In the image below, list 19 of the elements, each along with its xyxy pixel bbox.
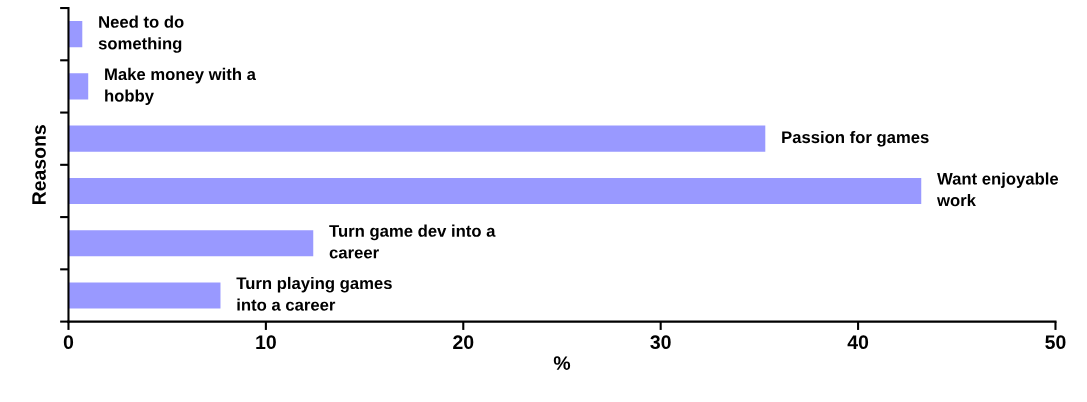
- x-tick-label: 40: [847, 335, 869, 350]
- x-tick-label: 10: [256, 335, 276, 350]
- bar: [68, 125, 766, 152]
- x-axis-title: %: [553, 356, 571, 370]
- y-tick-label: Passion for games: [782, 130, 929, 147]
- y-tick-label: Make money with a hobby: [105, 67, 257, 105]
- bar: [68, 230, 314, 257]
- x-tick-label: 30: [650, 335, 671, 350]
- x-tick-label: 50: [1045, 335, 1066, 350]
- x-tick-label: 0: [63, 335, 74, 350]
- bar: [68, 177, 922, 205]
- bar: [68, 73, 89, 100]
- y-tick-label: Want enjoyable work: [936, 172, 1059, 207]
- x-tick-label: 20: [453, 335, 474, 350]
- y-tick-label: Turn playing games into a career: [236, 276, 392, 311]
- y-tick-label: Turn game dev into a career: [329, 224, 496, 259]
- bar: [68, 282, 221, 309]
- y-tick-label: Need to do something: [98, 15, 184, 53]
- y-axis-title: Reasons: [32, 125, 46, 205]
